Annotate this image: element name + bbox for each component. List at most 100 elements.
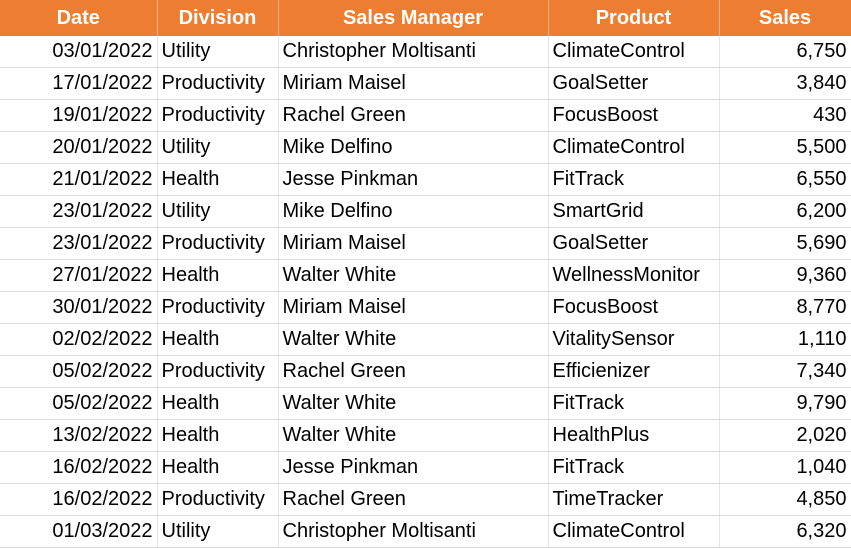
table-row: 21/01/2022 Health Jesse Pinkman FitTrack 6,5… xyxy=(0,163,851,196)
table-cell: Walter White xyxy=(278,419,549,452)
table-row: 23/01/2022 Utility Mike Delfino SmartGrid 6,… xyxy=(0,195,851,228)
table-cell: 1,110 xyxy=(719,323,851,356)
table-cell: Mike Delfino xyxy=(278,195,549,228)
table-cell: 8,770 xyxy=(719,291,851,324)
table-cell: GoalSetter xyxy=(548,67,720,100)
table-cell: Productivity xyxy=(157,227,279,260)
table-cell: 20/01/2022 xyxy=(0,131,158,164)
table-cell: 7,340 xyxy=(719,355,851,388)
table-cell: 30/01/2022 xyxy=(0,291,158,324)
table-cell: WellnessMonitor xyxy=(548,259,720,292)
table-cell: 23/01/2022 xyxy=(0,227,158,260)
table-row: 16/02/2022 Productivity Rachel Green TimeTr… xyxy=(0,483,851,516)
table-row: 20/01/2022 Utility Mike Delfino ClimateCont… xyxy=(0,131,851,164)
table-cell: 03/01/2022 xyxy=(0,36,158,68)
table-cell: Mike Delfino xyxy=(278,131,549,164)
table-cell: Utility xyxy=(157,195,279,228)
table-cell: Rachel Green xyxy=(278,355,549,388)
table-cell: Jesse Pinkman xyxy=(278,451,549,484)
table-cell: Health xyxy=(157,387,279,420)
table-cell: ClimateControl xyxy=(548,515,720,548)
table-cell: 2,020 xyxy=(719,419,851,452)
header-row: Date Division Sales Manager Product Sales xyxy=(0,0,851,36)
table-row: 13/02/2022 Health Walter White HealthPlus 2,… xyxy=(0,419,851,452)
header-cell: Sales xyxy=(719,0,851,36)
table-cell: 23/01/2022 xyxy=(0,195,158,228)
table-cell: 1,040 xyxy=(719,451,851,484)
header-cell: Date xyxy=(0,0,158,36)
table-cell: 430 xyxy=(719,99,851,132)
table-cell: 01/03/2022 xyxy=(0,515,158,548)
table-cell: TimeTracker xyxy=(548,483,720,516)
header-cell: Sales Manager xyxy=(278,0,549,36)
table-cell: FitTrack xyxy=(548,387,720,420)
table-row: 19/01/2022 Productivity Rachel Green FocusB… xyxy=(0,99,851,132)
table-cell: 4,850 xyxy=(719,483,851,516)
table-cell: 02/02/2022 xyxy=(0,323,158,356)
header-cell: Product xyxy=(548,0,720,36)
header-cell: Division xyxy=(157,0,279,36)
table-cell: 6,320 xyxy=(719,515,851,548)
table-row: 05/02/2022 Health Walter White FitTrack 9,79… xyxy=(0,387,851,420)
table-cell: 3,840 xyxy=(719,67,851,100)
table-row: 16/02/2022 Health Jesse Pinkman FitTrack 1,0… xyxy=(0,451,851,484)
table-cell: Jesse Pinkman xyxy=(278,163,549,196)
table-cell: 9,790 xyxy=(719,387,851,420)
table-cell: Miriam Maisel xyxy=(278,291,549,324)
table-row: 05/02/2022 Productivity Rachel Green Effici… xyxy=(0,355,851,388)
table-cell: 17/01/2022 xyxy=(0,67,158,100)
table-row: 03/01/2022 Utility Christopher Moltisanti C… xyxy=(0,36,851,68)
table-cell: Health xyxy=(157,451,279,484)
table-cell: Productivity xyxy=(157,355,279,388)
table-cell: FocusBoost xyxy=(548,99,720,132)
table-cell: 19/01/2022 xyxy=(0,99,158,132)
table-cell: ClimateControl xyxy=(548,36,720,68)
table-cell: 6,750 xyxy=(719,36,851,68)
table-cell: 6,550 xyxy=(719,163,851,196)
table-cell: 05/02/2022 xyxy=(0,355,158,388)
table-cell: Health xyxy=(157,163,279,196)
table-cell: Christopher Moltisanti xyxy=(278,515,549,548)
table-cell: Utility xyxy=(157,36,279,68)
table-cell: Health xyxy=(157,419,279,452)
table-cell: Productivity xyxy=(157,67,279,100)
table-cell: 5,500 xyxy=(719,131,851,164)
table-cell: SmartGrid xyxy=(548,195,720,228)
table-cell: Utility xyxy=(157,515,279,548)
table-cell: ClimateControl xyxy=(548,131,720,164)
table-cell: 5,690 xyxy=(719,227,851,260)
table-cell: Productivity xyxy=(157,99,279,132)
table-cell: Miriam Maisel xyxy=(278,227,549,260)
table-cell: 21/01/2022 xyxy=(0,163,158,196)
table-row: 27/01/2022 Health Walter White WellnessMoni… xyxy=(0,259,851,292)
table-cell: Walter White xyxy=(278,259,549,292)
table-cell: Efficienizer xyxy=(548,355,720,388)
table-row: 23/01/2022 Productivity Miriam Maisel GoalS… xyxy=(0,227,851,260)
table-cell: Rachel Green xyxy=(278,99,549,132)
table-cell: Christopher Moltisanti xyxy=(278,36,549,68)
table-cell: 16/02/2022 xyxy=(0,451,158,484)
table-cell: Productivity xyxy=(157,291,279,324)
table-cell: Utility xyxy=(157,131,279,164)
table-cell: VitalitySensor xyxy=(548,323,720,356)
table-cell: 9,360 xyxy=(719,259,851,292)
table-cell: 05/02/2022 xyxy=(0,387,158,420)
table-cell: Walter White xyxy=(278,387,549,420)
table-row: 01/03/2022 Utility Christopher Moltisanti C… xyxy=(0,515,851,548)
table-cell: Rachel Green xyxy=(278,483,549,516)
table-cell: Health xyxy=(157,323,279,356)
table-cell: FitTrack xyxy=(548,451,720,484)
table-cell: Miriam Maisel xyxy=(278,67,549,100)
table-row: 30/01/2022 Productivity Miriam Maisel Focus… xyxy=(0,291,851,324)
table-cell: FocusBoost xyxy=(548,291,720,324)
table-cell: Health xyxy=(157,259,279,292)
table-cell: Productivity xyxy=(157,483,279,516)
table-cell: 13/02/2022 xyxy=(0,419,158,452)
table-cell: FitTrack xyxy=(548,163,720,196)
table-cell: 6,200 xyxy=(719,195,851,228)
table-cell: GoalSetter xyxy=(548,227,720,260)
table-cell: 16/02/2022 xyxy=(0,483,158,516)
table-row: 17/01/2022 Productivity Miriam Maisel GoalS… xyxy=(0,67,851,100)
